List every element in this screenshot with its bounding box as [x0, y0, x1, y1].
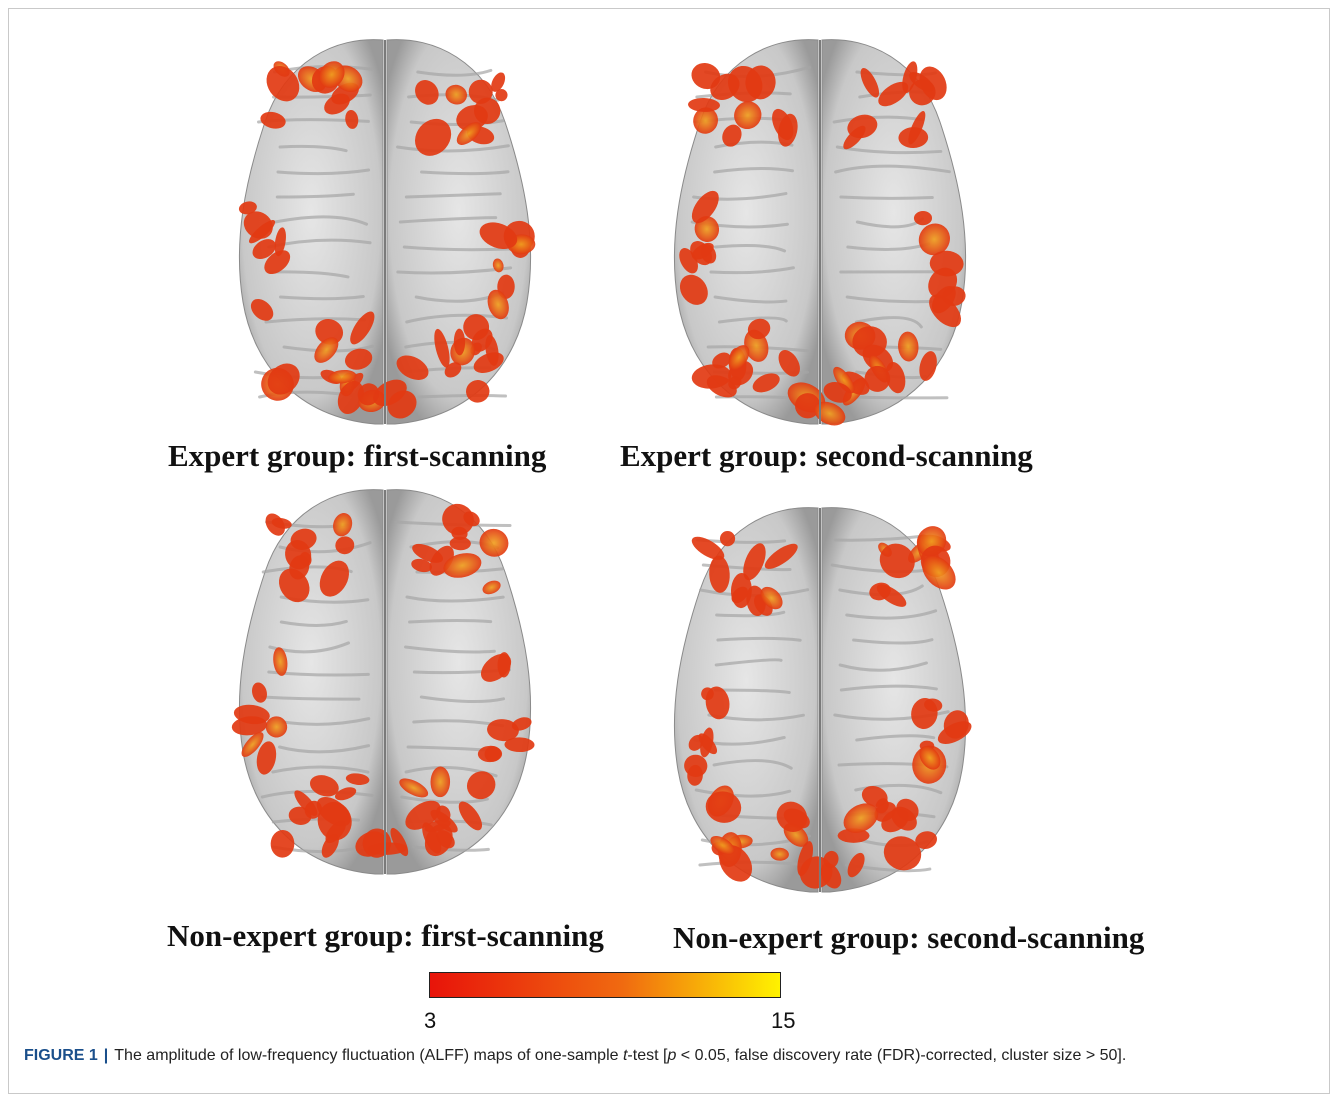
panel-label-expert-first: Expert group: first-scanning — [168, 438, 547, 473]
figure-frame — [8, 8, 1330, 1094]
panel-label-expert-second: Expert group: second-scanning — [620, 438, 1033, 473]
caption-text-1: The amplitude of low-frequency fluctuati… — [114, 1047, 623, 1064]
brain-map-nonexpert-second — [660, 500, 980, 895]
panel-label-nonexpert-first: Non-expert group: first-scanning — [167, 918, 604, 953]
caption-separator: | — [103, 1047, 109, 1064]
caption-text-3: < 0.05, false discovery rate (FDR)-corre… — [676, 1047, 1127, 1064]
caption-italic-p: p — [667, 1047, 677, 1064]
caption-text-2: -test [ — [627, 1047, 668, 1064]
brain-map-nonexpert-first — [225, 482, 545, 877]
panel-label-nonexpert-second: Non-expert group: second-scanning — [673, 920, 1145, 955]
figure-caption: FIGURE 1 | The amplitude of low-frequency … — [24, 1047, 1126, 1065]
brain-map-expert-second — [660, 32, 980, 427]
caption-italic-t: t — [622, 1047, 628, 1064]
brain-map-expert-first — [225, 32, 545, 427]
colorbar-min-label: 3 — [424, 1008, 437, 1033]
figure-number: FIGURE 1 — [24, 1047, 98, 1064]
colorbar-max-label: 15 — [771, 1008, 796, 1033]
colorbar — [429, 972, 781, 998]
